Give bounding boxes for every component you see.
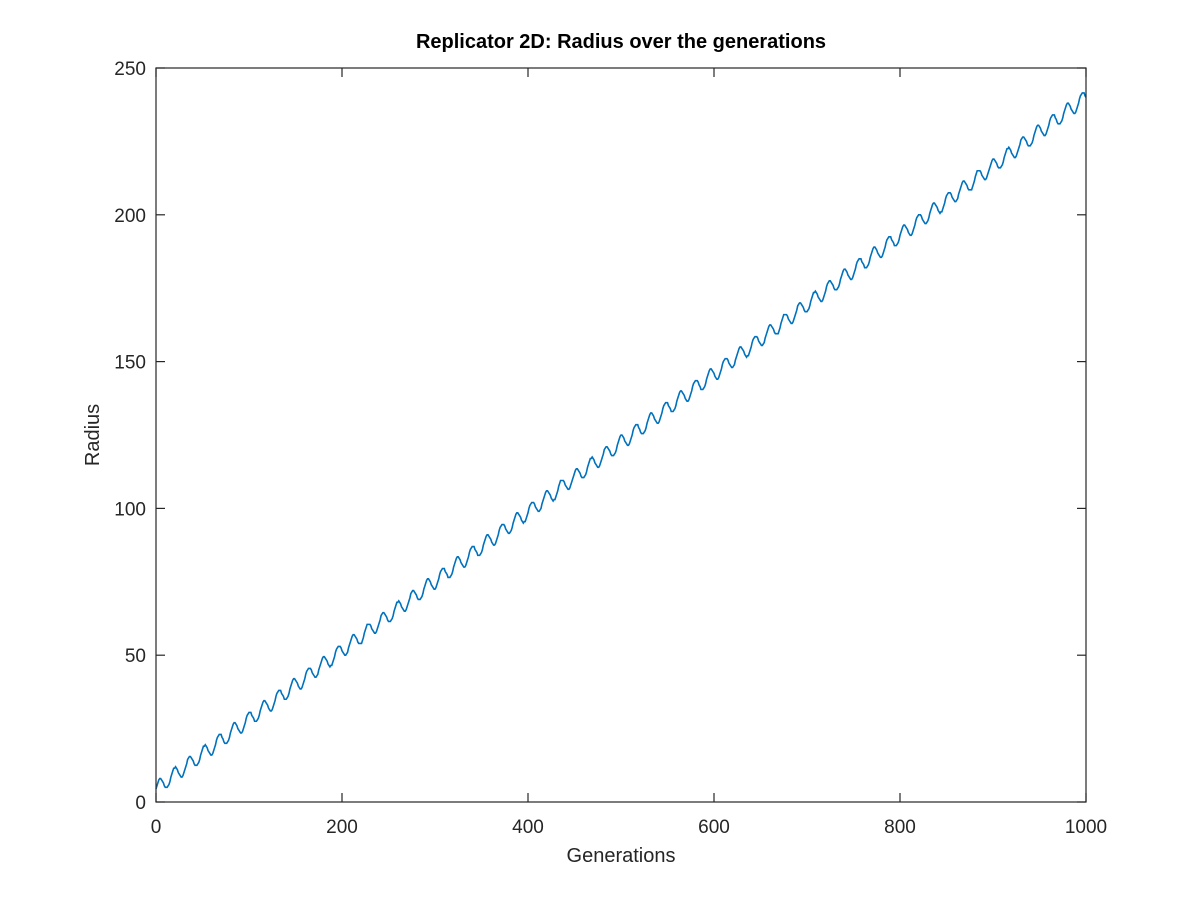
y-tick-label: 0 [135,793,146,814]
plot-area [155,92,1087,790]
x-tick-label: 200 [326,817,358,838]
chart-title: Replicator 2D: Radius over the generatio… [416,31,826,53]
y-axis-label: Radius [82,404,104,466]
x-tick-label: 0 [151,817,162,838]
x-axis-label: Generations [567,845,676,867]
x-axis: 0 200 400 600 800 1000 [151,68,1107,838]
y-tick-label: 50 [125,646,146,667]
y-axis: 0 50 100 150 200 250 [114,59,1086,814]
axes-box [155,67,1087,803]
y-tick-label: 200 [114,206,146,227]
x-tick-label: 400 [512,817,544,838]
x-tick-label: 600 [698,817,730,838]
y-tick-label: 150 [114,353,146,374]
x-tick-label: 800 [884,817,916,838]
y-tick-label: 100 [114,499,146,520]
y-tick-label: 250 [114,59,146,80]
x-tick-label: 1000 [1065,817,1107,838]
series-line [155,92,1087,790]
